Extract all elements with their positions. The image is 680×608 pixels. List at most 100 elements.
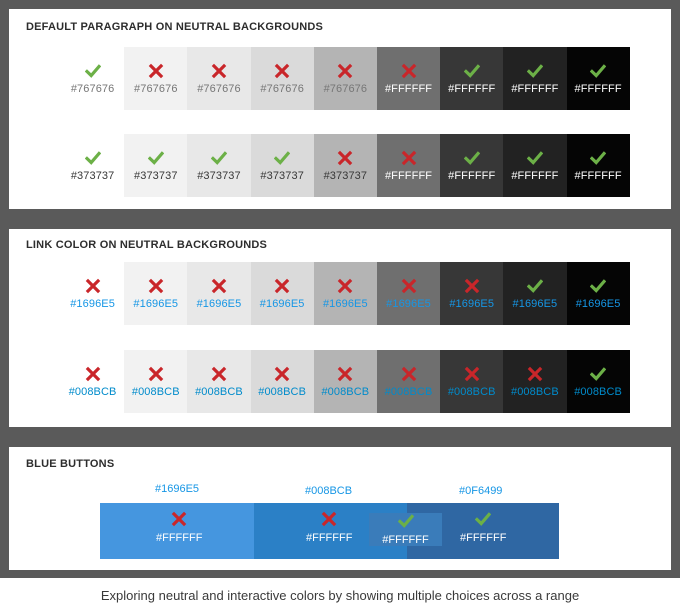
link-swatch: #008BCB xyxy=(124,350,188,413)
paragraph-swatch: #767676 xyxy=(250,47,314,110)
swatch-hex-label: #1696E5 xyxy=(512,298,558,310)
swatch-hex-label: #FFFFFF xyxy=(384,83,433,95)
link-swatch: #008BCB xyxy=(313,350,377,413)
cross-icon xyxy=(337,62,353,80)
link-row-1696e5: #1696E5 #1696E5 #1696E5 #1696E5 #1696E5 #1696… xyxy=(61,262,630,325)
swatch-hex-label: #008BCB xyxy=(195,386,243,398)
link-swatch: #1696E5 xyxy=(61,262,125,325)
checkmark-icon xyxy=(84,62,101,80)
cross-icon xyxy=(401,365,417,383)
checkmark-icon xyxy=(463,149,480,167)
checkmark-icon xyxy=(526,277,543,295)
swatch-hex-label: #008BCB xyxy=(511,386,559,398)
swatch-hex-label: #767676 xyxy=(197,83,241,95)
link-row-008bcb: #008BCB #008BCB #008BCB #008BCB #008BCB #008B… xyxy=(61,350,630,413)
paragraph-swatch: #767676 xyxy=(187,47,251,110)
link-swatch: #1696E5 xyxy=(566,262,630,325)
link-swatch: #1696E5 xyxy=(124,262,188,325)
checkmark-icon xyxy=(474,511,492,532)
figure-caption: Exploring neutral and interactive colors… xyxy=(100,588,580,603)
checkmark-icon xyxy=(526,149,543,167)
cross-icon xyxy=(337,149,353,167)
button-sample-2[interactable]: #FFFFFF xyxy=(306,511,352,544)
paragraph-swatch: #767676 xyxy=(61,47,125,110)
link-swatch: #008BCB xyxy=(566,350,630,413)
figure-frame: DEFAULT PARAGRAPH ON NEUTRAL BACKGROUNDS… xyxy=(0,0,680,578)
link-swatch: #008BCB xyxy=(376,350,441,413)
swatch-hex-label: #1696E5 xyxy=(386,298,431,310)
paragraph-swatch: #373737 xyxy=(187,134,251,197)
link-swatch: #1696E5 xyxy=(313,262,377,325)
swatch-hex-label: #373737 xyxy=(70,170,115,182)
checkmark-icon xyxy=(590,62,607,80)
cross-icon xyxy=(527,365,543,383)
button-sample-1[interactable]: #FFFFFF xyxy=(156,511,202,544)
checkmark-icon xyxy=(84,149,101,167)
button-sample-3[interactable]: #FFFFFF xyxy=(369,513,442,546)
swatch-hex-label: #FFFFFF xyxy=(384,170,433,182)
swatch-hex-label: #008BCB xyxy=(131,386,180,398)
swatch-hex-label: #1696E5 xyxy=(259,298,305,310)
button-hex-1696e5: #1696E5 xyxy=(155,483,200,495)
swatch-hex-label: #373737 xyxy=(260,170,304,182)
cross-icon xyxy=(148,277,164,295)
paragraph-swatch: #767676 xyxy=(124,47,188,110)
swatch-hex-label: #008BCB xyxy=(384,386,433,398)
cross-icon xyxy=(211,62,227,80)
checkmark-icon xyxy=(590,149,607,167)
paragraph-swatch: #FFFFFF xyxy=(440,47,504,110)
cross-icon xyxy=(85,365,101,383)
paragraph-swatch: #FFFFFF xyxy=(566,134,630,197)
link-swatch: #008BCB xyxy=(61,350,125,413)
paragraph-swatch: #FFFFFF xyxy=(376,47,441,110)
button-sample-4[interactable]: #FFFFFF xyxy=(460,511,506,544)
cross-icon xyxy=(337,365,353,383)
paragraph-swatch: #373737 xyxy=(250,134,314,197)
paragraph-swatch: #FFFFFF xyxy=(440,134,504,197)
button-2-label: #FFFFFF xyxy=(306,532,353,544)
swatch-hex-label: #FFFFFF xyxy=(448,83,496,95)
swatch-hex-label: #767676 xyxy=(323,83,368,95)
checkmark-icon xyxy=(526,62,543,80)
swatch-hex-label: #FFFFFF xyxy=(511,170,559,182)
paragraph-swatch: #FFFFFF xyxy=(376,134,441,197)
buttons-panel: BLUE BUTTONS #1696E5 #008BCB #0F6499 #FF… xyxy=(9,447,671,570)
paragraph-swatch: #FFFFFF xyxy=(503,134,567,197)
checkmark-icon xyxy=(397,513,414,534)
link-swatch: #1696E5 xyxy=(440,262,504,325)
button-4-label: #FFFFFF xyxy=(460,532,507,544)
link-swatch: #008BCB xyxy=(187,350,251,413)
checkmark-icon xyxy=(590,365,607,383)
swatch-hex-label: #373737 xyxy=(197,170,241,182)
cross-icon xyxy=(85,277,101,295)
cross-icon xyxy=(464,277,480,295)
swatch-hex-label: #008BCB xyxy=(68,386,117,398)
paragraph-swatch: #373737 xyxy=(61,134,125,197)
cross-icon xyxy=(274,62,290,80)
paragraph-panel-title: DEFAULT PARAGRAPH ON NEUTRAL BACKGROUNDS xyxy=(26,21,324,33)
swatch-hex-label: #373737 xyxy=(134,170,178,182)
link-swatch: #1696E5 xyxy=(503,262,567,325)
swatch-hex-label: #1696E5 xyxy=(133,298,179,310)
paragraph-panel: DEFAULT PARAGRAPH ON NEUTRAL BACKGROUNDS… xyxy=(9,9,671,209)
button-group-1696e5 xyxy=(100,503,254,559)
cross-icon xyxy=(148,62,164,80)
paragraph-row-373737: #373737 #373737 #373737 #373737 #373737 #FFFF… xyxy=(61,134,630,197)
link-panel-title: LINK COLOR ON NEUTRAL BACKGROUNDS xyxy=(26,239,268,251)
link-swatch: #1696E5 xyxy=(376,262,441,325)
swatch-hex-label: #373737 xyxy=(323,170,368,182)
paragraph-swatch: #767676 xyxy=(313,47,377,110)
link-swatch: #008BCB xyxy=(503,350,567,413)
swatch-hex-label: #FFFFFF xyxy=(574,170,622,182)
paragraph-swatch: #FFFFFF xyxy=(566,47,630,110)
checkmark-icon xyxy=(147,149,164,167)
button-hex-008bcb: #008BCB xyxy=(305,485,353,497)
paragraph-row-767676: #767676 #767676 #767676 #767676 #767676 #FFFF… xyxy=(61,47,630,110)
swatch-hex-label: #767676 xyxy=(134,83,178,95)
cross-icon xyxy=(211,365,227,383)
button-1-label: #FFFFFF xyxy=(156,532,203,544)
link-swatch: #008BCB xyxy=(250,350,314,413)
paragraph-swatch: #373737 xyxy=(124,134,188,197)
swatch-hex-label: #1696E5 xyxy=(575,298,621,310)
swatch-hex-label: #1696E5 xyxy=(322,298,368,310)
